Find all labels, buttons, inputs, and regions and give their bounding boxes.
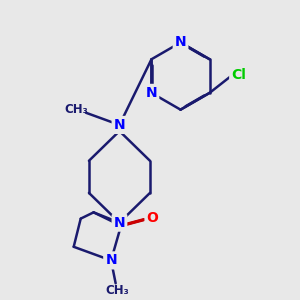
Text: CH₃: CH₃ xyxy=(105,284,129,297)
Text: O: O xyxy=(146,211,158,225)
Text: N: N xyxy=(114,118,125,132)
Text: N: N xyxy=(146,86,157,100)
Text: N: N xyxy=(105,254,117,267)
Text: CH₃: CH₃ xyxy=(65,103,88,116)
Text: N: N xyxy=(175,35,186,50)
Text: N: N xyxy=(114,216,125,230)
Text: Cl: Cl xyxy=(231,68,246,82)
